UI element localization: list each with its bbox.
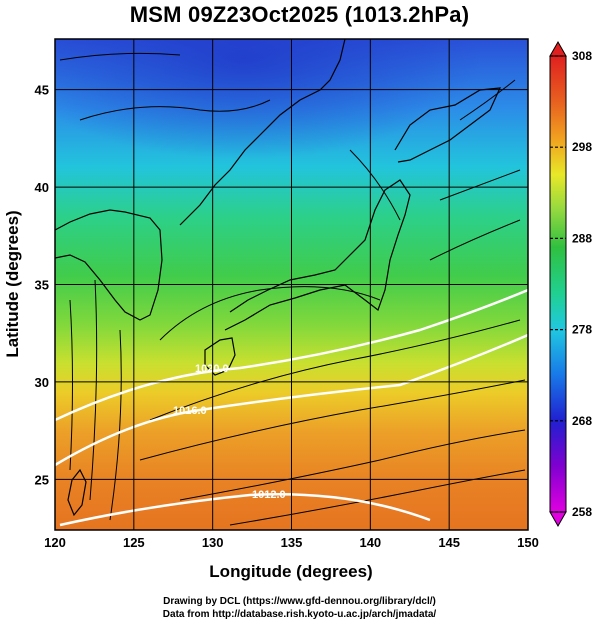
y-tick-label: 45 bbox=[35, 83, 49, 98]
streamline bbox=[159, 286, 381, 341]
y-axis-title: Latitude (degrees) bbox=[3, 210, 22, 357]
streamline bbox=[439, 169, 521, 201]
streamlines bbox=[59, 52, 526, 526]
colorbar-bar bbox=[549, 55, 567, 513]
colorbar-tick-label: 298 bbox=[572, 140, 592, 154]
y-tick-label: 40 bbox=[35, 180, 49, 195]
contour-1012 bbox=[59, 493, 431, 527]
colorbar-tick-label: 278 bbox=[572, 323, 592, 337]
colorbar: 308 298 288 278 268 258 bbox=[549, 40, 592, 528]
page-title: MSM 09Z23Oct2025 (1013.2hPa) bbox=[129, 2, 470, 27]
credit-drawing: Drawing by DCL (https://www.gfd-dennou.o… bbox=[163, 596, 436, 607]
coastline-hokkaido bbox=[394, 87, 501, 163]
x-tick-label: 130 bbox=[202, 535, 224, 550]
colorbar-tick-label: 268 bbox=[572, 414, 592, 428]
streamline bbox=[69, 299, 73, 471]
contour-1016 bbox=[55, 333, 528, 467]
streamline bbox=[459, 79, 516, 121]
x-tick-label: 120 bbox=[44, 535, 66, 550]
y-tick-label: 35 bbox=[35, 278, 49, 293]
streamline bbox=[429, 219, 521, 261]
contour-label-1020: 1020.0 bbox=[195, 363, 229, 375]
streamline bbox=[179, 429, 526, 501]
plot-frame bbox=[54, 38, 529, 531]
coastline-honshu bbox=[224, 179, 411, 331]
colorbar-top-arrow bbox=[549, 40, 567, 57]
contour-label-1012: 1012.0 bbox=[252, 489, 286, 501]
x-tick-label: 125 bbox=[123, 535, 145, 550]
streamline bbox=[59, 52, 181, 61]
colorbar-tick-label: 258 bbox=[572, 505, 592, 519]
coastline-taiwan bbox=[67, 468, 87, 517]
x-tick-label: 135 bbox=[281, 535, 303, 550]
pressure-contours bbox=[55, 288, 528, 527]
streamline bbox=[349, 149, 401, 221]
x-axis-ticks: 120 125 130 135 140 145 150 bbox=[44, 535, 539, 550]
coastline-korea bbox=[55, 209, 163, 321]
colorbar-ticks: 308 298 288 278 268 258 bbox=[550, 49, 592, 519]
x-tick-label: 140 bbox=[359, 535, 381, 550]
y-tick-label: 30 bbox=[35, 375, 49, 390]
y-axis-ticks: 25 30 35 40 45 bbox=[35, 83, 49, 488]
streamline bbox=[139, 379, 526, 461]
colorbar-tick-label: 288 bbox=[572, 231, 592, 245]
streamline bbox=[149, 319, 521, 421]
y-tick-label: 25 bbox=[35, 472, 49, 487]
streamline bbox=[229, 469, 526, 526]
colorbar-tick-label: 308 bbox=[572, 49, 592, 63]
credit-data: Data from http://database.rish.kyoto-u.a… bbox=[162, 609, 437, 620]
x-axis-title: Longitude (degrees) bbox=[209, 562, 372, 581]
x-tick-label: 145 bbox=[438, 535, 460, 550]
colorbar-bottom-arrow bbox=[549, 511, 567, 528]
contour-label-1016: 1016.0 bbox=[173, 405, 207, 417]
streamline bbox=[109, 329, 122, 521]
contour-1020 bbox=[55, 288, 528, 422]
streamline bbox=[79, 99, 271, 121]
coastline-kyushu bbox=[204, 337, 236, 376]
streamline bbox=[89, 279, 98, 501]
x-tick-label: 150 bbox=[517, 535, 539, 550]
